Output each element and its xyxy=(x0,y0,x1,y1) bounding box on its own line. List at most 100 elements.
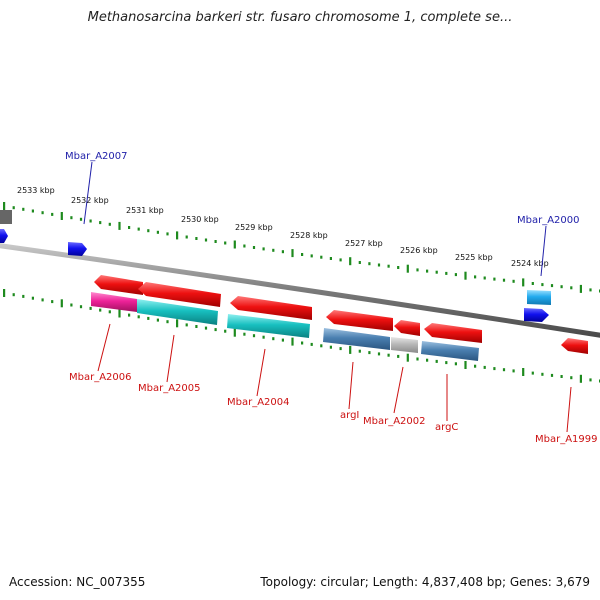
kbp-label-2532: 2532 kbp xyxy=(71,196,109,205)
reverse-scale-minor-tick xyxy=(397,354,400,358)
gene-red-4[interactable] xyxy=(326,310,393,331)
forward-scale-minor-tick xyxy=(426,269,429,273)
forward-scale-minor-tick xyxy=(512,279,515,283)
reverse-scale-minor-tick xyxy=(70,303,73,307)
reverse-scale-minor-tick xyxy=(358,349,361,353)
accession-text: Accession: NC_007355 xyxy=(9,575,146,589)
label-mbar-a2000: Mbar_A2000 xyxy=(517,215,580,226)
label-argi: argI xyxy=(340,410,359,421)
leader-mbar-a1999 xyxy=(566,386,572,433)
forward-scale-minor-tick xyxy=(339,258,342,262)
gene-mbar-a2000-bottom[interactable] xyxy=(524,308,549,322)
forward-scale-major-tick xyxy=(3,202,6,210)
forward-scale-minor-tick xyxy=(147,229,150,233)
reverse-scale-minor-tick xyxy=(214,328,217,332)
forward-scale-minor-tick xyxy=(435,270,438,274)
topology-text: Topology: circular; Length: 4,837,408 bp… xyxy=(260,575,590,589)
forward-scale-major-tick xyxy=(60,212,63,220)
forward-scale-minor-tick xyxy=(195,237,198,240)
label-mbar-a2004: Mbar_A2004 xyxy=(227,397,290,408)
forward-scale-minor-tick xyxy=(272,248,275,252)
reverse-scale-minor-tick xyxy=(474,364,477,368)
reverse-scale-minor-tick xyxy=(272,337,275,341)
gene-red-1[interactable] xyxy=(94,275,143,295)
reverse-scale-minor-tick xyxy=(329,345,332,349)
reverse-scale-minor-tick xyxy=(368,351,371,355)
kbp-label-2533: 2533 kbp xyxy=(17,186,55,195)
forward-scale-major-tick xyxy=(349,257,352,266)
forward-scale-minor-tick xyxy=(329,257,332,260)
gene-forward-left-edge[interactable] xyxy=(0,229,8,243)
reverse-scale-minor-tick xyxy=(281,338,284,342)
reverse-scale-minor-tick xyxy=(41,298,44,302)
reverse-scale-major-tick xyxy=(233,328,236,337)
leader-mbar-a2007 xyxy=(83,161,93,225)
reverse-scale-minor-tick xyxy=(51,300,54,304)
reverse-scale-major-tick xyxy=(176,319,179,328)
forward-scale-minor-tick xyxy=(108,222,111,226)
reverse-scale-minor-tick xyxy=(99,308,102,312)
forward-scale-minor-tick xyxy=(137,227,140,231)
reverse-scale-minor-tick xyxy=(204,326,208,330)
forward-scale-minor-tick xyxy=(128,226,131,229)
forward-scale-minor-tick xyxy=(416,268,419,272)
gene-red-5[interactable] xyxy=(394,320,420,336)
gene-mbar-a2006[interactable] xyxy=(91,292,137,312)
reverse-scale-minor-tick xyxy=(243,332,246,336)
backbone-left-cap xyxy=(0,210,12,224)
forward-scale-minor-tick xyxy=(358,261,361,264)
forward-scale-minor-tick xyxy=(589,288,592,292)
reverse-scale-minor-tick xyxy=(560,375,563,378)
forward-scale-minor-tick xyxy=(243,244,246,248)
kbp-label-2530: 2530 kbp xyxy=(181,215,219,224)
forward-scale-minor-tick xyxy=(70,216,73,220)
leader-mbar-a2000 xyxy=(540,225,547,277)
reverse-scale-minor-tick xyxy=(483,365,486,369)
reverse-scale-minor-tick xyxy=(445,361,448,365)
forward-scale-minor-tick xyxy=(224,241,227,245)
leader-mbar-a2006 xyxy=(97,323,111,372)
reverse-scale-minor-tick xyxy=(387,353,390,357)
reverse-scale-minor-tick xyxy=(252,334,256,338)
gene-mbar-a2005[interactable] xyxy=(137,299,218,325)
forward-scale-minor-tick xyxy=(281,250,284,254)
gene-argc[interactable] xyxy=(421,341,479,361)
gene-red-2[interactable] xyxy=(138,282,221,307)
forward-scale-minor-tick xyxy=(99,221,102,225)
reverse-scale-minor-tick xyxy=(137,315,140,319)
kbp-label-2528: 2528 kbp xyxy=(290,231,328,240)
reverse-scale-minor-tick xyxy=(128,313,131,317)
reverse-scale-minor-tick xyxy=(156,318,159,322)
forward-scale-minor-tick xyxy=(397,266,400,269)
kbp-label-2524: 2524 kbp xyxy=(511,259,549,268)
forward-scale-major-tick xyxy=(233,240,236,249)
forward-scale-minor-tick xyxy=(89,219,92,223)
forward-scale-minor-tick xyxy=(445,271,448,275)
reverse-scale-minor-tick xyxy=(89,306,92,310)
reverse-scale-major-tick xyxy=(118,309,121,318)
gene-mbar-a1999[interactable] xyxy=(561,338,588,354)
map-title: Methanosarcina barkeri str. fusaro chrom… xyxy=(87,10,513,25)
gene-red-6[interactable] xyxy=(424,323,482,343)
reverse-scale-minor-tick xyxy=(166,320,169,324)
gene-mbar-a2000-top[interactable] xyxy=(527,290,551,305)
label-mbar-a1999: Mbar_A1999 xyxy=(535,434,598,445)
forward-scale-major-tick xyxy=(579,284,582,293)
forward-scale-major-tick xyxy=(522,278,525,287)
reverse-scale-major-tick xyxy=(349,345,352,354)
forward-scale-minor-tick xyxy=(454,273,457,277)
gene-red-3[interactable] xyxy=(230,296,312,320)
gene-mbar-a2002[interactable] xyxy=(391,337,418,353)
reverse-scale-minor-tick xyxy=(339,347,342,351)
reverse-scale-minor-tick xyxy=(589,378,592,382)
reverse-scale-minor-tick xyxy=(185,323,188,327)
gene-mbar-a2007[interactable] xyxy=(68,242,87,256)
reverse-scale-minor-tick xyxy=(108,310,111,314)
reverse-scale-minor-tick xyxy=(435,359,438,363)
reverse-scale-minor-tick xyxy=(416,357,419,361)
gene-argi[interactable] xyxy=(323,328,390,350)
kbp-label-2527: 2527 kbp xyxy=(345,239,383,248)
leader-mbar-a2002 xyxy=(393,366,404,414)
gene-mbar-a2004[interactable] xyxy=(227,314,310,338)
